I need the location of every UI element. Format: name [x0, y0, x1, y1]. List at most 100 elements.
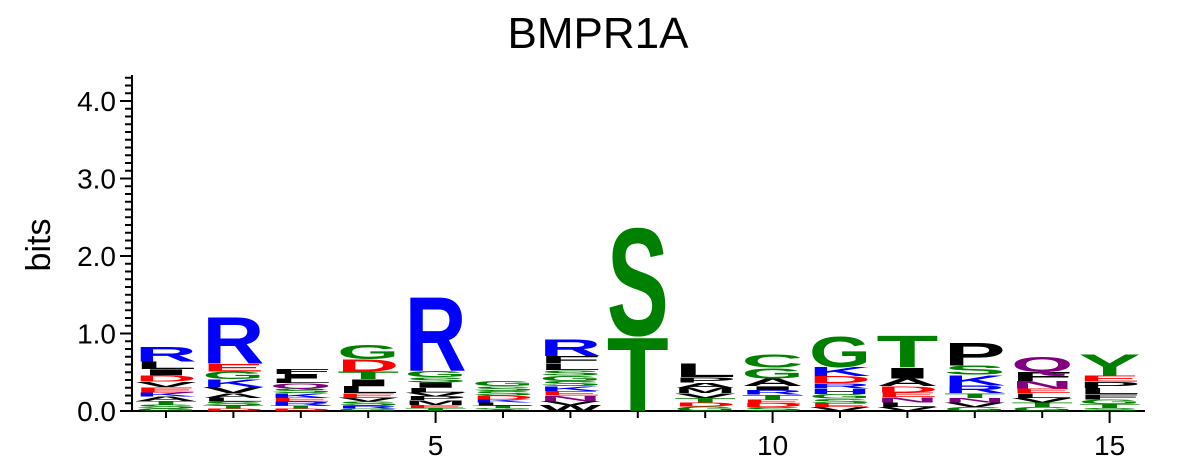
logo-letter-E: E: [539, 390, 601, 397]
logo-letter-E: E: [1079, 374, 1141, 384]
logo-letter-T: T: [944, 392, 1006, 399]
y-axis-label: bits: [20, 219, 58, 272]
logo-letters: GSTAKEVDILRDTSLAVKGERDTREKSQLIFGRSVELITD…: [135, 196, 1141, 434]
logo-letter-V: V: [809, 406, 871, 412]
logo-letter-E: E: [337, 392, 399, 399]
y-tick-label: 0.0: [77, 396, 116, 427]
logo-letter-I: I: [742, 385, 804, 391]
logo-letter-I: I: [405, 381, 467, 389]
logo-letter-A: A: [674, 381, 736, 389]
logo-letter-L: L: [674, 360, 736, 382]
logo-letter-S: S: [944, 363, 1006, 377]
logo-letter-L: L: [539, 362, 601, 372]
x-tick-label: 15: [1094, 430, 1125, 461]
logo-letter-R: R: [742, 389, 804, 396]
logo-letter-G: G: [742, 365, 804, 382]
y-tick-label: 2.0: [77, 241, 116, 272]
logo-letter-S: S: [1079, 407, 1141, 412]
logo-letter-E: E: [135, 386, 197, 395]
logo-letter-L: L: [1011, 392, 1073, 399]
logo-letter-T: T: [270, 405, 332, 410]
logo-letter-D: D: [270, 408, 332, 412]
chart-title: BMPR1A: [508, 9, 690, 58]
logo-letter-V: V: [135, 380, 197, 388]
logo-letter-I: I: [135, 368, 197, 378]
logo-letter-S: S: [337, 401, 399, 407]
axes: 0.0 1.0 2.0 3.0 4.0 5 10 15: [77, 75, 1145, 461]
y-tick-label: 3.0: [77, 164, 116, 195]
logo-letter-L: L: [337, 385, 399, 396]
logo-letter-G: G: [337, 341, 399, 364]
logo-letter-R: R: [135, 342, 197, 366]
logo-letter-T: T: [1079, 403, 1141, 409]
logo-letter-V: V: [1011, 397, 1073, 404]
logo-letter-R: R: [270, 401, 332, 407]
logo-letter-S: S: [472, 385, 534, 392]
logo-letter-E: E: [876, 391, 938, 398]
logo-letter-K: K: [809, 364, 871, 379]
logo-letter-K: K: [539, 385, 601, 392]
logo-letter-S: S: [472, 390, 534, 397]
logo-letter-P: P: [674, 375, 736, 384]
logo-letter-L: L: [876, 401, 938, 408]
logo-letter-T: T: [1011, 401, 1073, 408]
logo-letter-G: G: [809, 328, 871, 377]
logo-letter-F: F: [1079, 393, 1141, 401]
logo-letter-E: E: [405, 404, 467, 409]
logo-letter-S: S: [809, 397, 871, 404]
logo-letter-A: A: [472, 409, 534, 411]
logo-letter-E: E: [1011, 387, 1073, 394]
logo-letter-E: E: [202, 362, 264, 374]
logo-letter-D: D: [337, 356, 399, 375]
logo-letter-S: S: [202, 401, 264, 407]
logo-letter-L: L: [270, 377, 332, 384]
logo-letter-T: T: [742, 394, 804, 401]
logo-letter-I: I: [876, 365, 938, 382]
logo-letter-T: T: [607, 315, 669, 434]
logo-letter-V: V: [540, 400, 602, 406]
logo-letter-L: L: [1079, 386, 1141, 396]
y-tick-label: 4.0: [77, 86, 116, 117]
logo-letter-R: R: [405, 276, 467, 394]
x-tick-label: 10: [757, 430, 788, 461]
logo-letter-G: G: [1011, 406, 1073, 412]
logo-letter-S: S: [135, 404, 197, 410]
logo-letter-L: L: [135, 360, 197, 372]
logo-letter-D: D: [742, 402, 804, 408]
logo-letter-N: N: [944, 397, 1006, 404]
logo-letter-V: V: [203, 385, 265, 395]
logo-letter-D: D: [202, 408, 264, 412]
logo-letter-D: D: [876, 385, 938, 395]
logo-letter-L: L: [472, 402, 534, 407]
logo-letter-M: M: [674, 386, 736, 394]
logo-letter-S: S: [405, 375, 467, 384]
logo-letter-F: F: [270, 367, 332, 375]
logo-letter-G: G: [809, 393, 871, 400]
logo-letter-G: G: [472, 379, 534, 387]
logo-letter-T: T: [876, 327, 938, 378]
logo-letter-G: G: [135, 408, 197, 412]
logo-letter-T: T: [202, 405, 264, 410]
logo-letter-V: V: [405, 391, 467, 397]
logo-letter-T: T: [405, 407, 467, 412]
logo-letter-S: S: [539, 368, 601, 377]
logo-letter-D: D: [809, 374, 871, 385]
logo-letter-G: G: [1079, 398, 1141, 405]
logo-letter-S: S: [270, 387, 332, 394]
logo-letter-V: V: [337, 397, 399, 403]
logo-letter-T: T: [472, 405, 534, 409]
logo-letter-F: F: [1011, 369, 1073, 383]
logo-letter-S: S: [742, 406, 804, 412]
logo-letter-F: F: [539, 354, 601, 366]
logo-letter-G: G: [674, 405, 736, 412]
logo-letter-R: R: [539, 335, 601, 361]
logo-letter-G: G: [944, 406, 1006, 412]
logo-letter-V: V: [944, 401, 1006, 408]
logo-letter-A: A: [135, 395, 197, 402]
logo-letter-C: C: [742, 351, 804, 371]
logo-letter-G: G: [539, 374, 601, 382]
logo-letter-K: K: [135, 391, 197, 397]
logo-letter-T: T: [135, 400, 197, 406]
logo-letter-D: D: [674, 401, 736, 407]
